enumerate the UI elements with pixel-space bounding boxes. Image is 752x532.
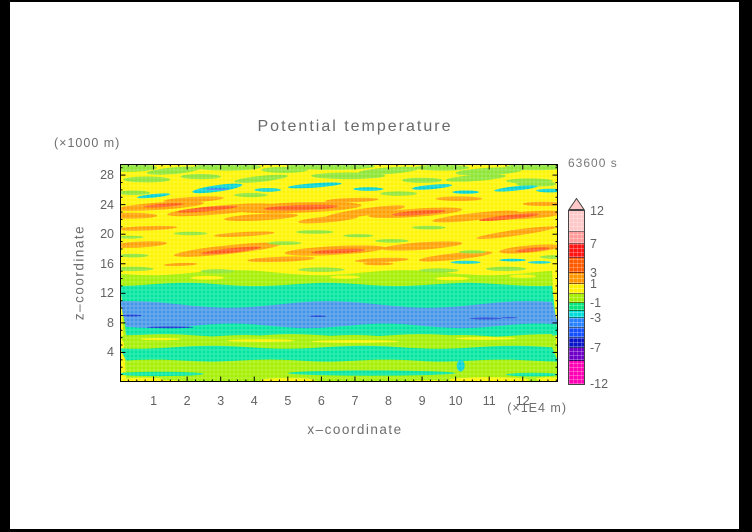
colorbar-segment — [569, 303, 584, 311]
x-tick-label: 11 — [482, 394, 496, 408]
y-tick-label: 28 — [100, 168, 114, 183]
plot-field — [120, 164, 558, 382]
plot-page: Potential temperature (×1000 m) 63600 s … — [10, 2, 739, 529]
x-tick-label: 9 — [418, 394, 426, 408]
x-tick-label: 6 — [317, 394, 325, 408]
y-axis-unit-label: (×1000 m) — [54, 136, 121, 150]
x-tick-label: 1 — [150, 394, 158, 408]
colorbar-label: 7 — [590, 237, 597, 252]
grid-weave-overlay — [120, 164, 558, 382]
colorbar-segment — [569, 244, 584, 258]
time-annotation: 63600 s — [568, 156, 618, 170]
colorbar-segment — [569, 294, 584, 303]
colorbar-label: -1 — [590, 296, 602, 311]
colorbar-segment — [569, 273, 584, 284]
colorbar-segment — [569, 361, 584, 384]
colorbar — [568, 198, 585, 385]
x-tick-label: 3 — [217, 394, 225, 408]
colorbar-label: 3 — [590, 265, 597, 280]
colorbar-label: -7 — [590, 341, 602, 356]
x-tick-label: 12 — [515, 394, 530, 408]
colorbar-segment — [569, 284, 584, 294]
colorbar-label: -3 — [590, 310, 602, 325]
plot-frame — [120, 164, 558, 382]
y-tick-label: 24 — [100, 197, 114, 212]
y-tick-label: 8 — [107, 315, 114, 330]
y-tick-label: 16 — [100, 256, 114, 271]
y-tick-label: 20 — [100, 227, 114, 242]
colorbar-segment — [569, 232, 584, 244]
colorbar-segment — [569, 328, 584, 338]
x-axis-title: x–coordinate — [307, 422, 403, 437]
colorbar-label: 1 — [590, 277, 597, 291]
y-tick-label: 12 — [100, 286, 114, 301]
colorbar-segment — [569, 338, 584, 348]
x-tick-label: 7 — [351, 394, 359, 408]
contour-plot-area — [120, 164, 558, 382]
colorbar-scale — [568, 210, 585, 385]
colorbar-segment — [569, 318, 584, 328]
colorbar-segment — [569, 311, 584, 318]
x-tick-label: 5 — [284, 394, 292, 408]
colorbar-label: -12 — [590, 377, 609, 391]
chart-title: Potential temperature — [257, 118, 453, 135]
colorbar-segment — [569, 211, 584, 232]
x-tick-label: 2 — [183, 394, 191, 408]
colorbar-segment — [569, 348, 584, 361]
x-tick-label: 10 — [448, 394, 463, 408]
x-tick-label: 8 — [385, 394, 392, 408]
colorbar-overflow-arrow-icon — [568, 198, 585, 210]
colorbar-segment — [569, 258, 584, 273]
x-axis-unit-label: (×1E4 m) — [507, 401, 567, 415]
colorbar-label: 12 — [590, 204, 604, 218]
y-tick-label: 4 — [107, 345, 114, 360]
x-tick-label: 4 — [250, 394, 258, 408]
